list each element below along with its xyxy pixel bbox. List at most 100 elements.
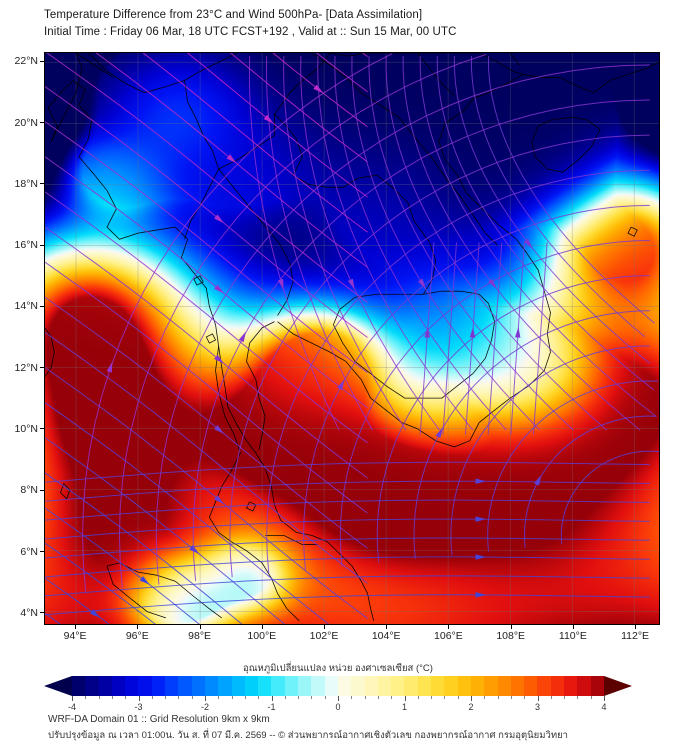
map-plot-area[interactable] [44,52,660,625]
colorbar-minor-tick [364,696,366,699]
y-axis-tick [40,122,44,123]
colorbar-minor-tick [590,696,592,699]
colorbar-major-tick [271,696,273,701]
colorbar-minor-tick [98,696,100,699]
colorbar-tick-label: 2 [468,702,474,712]
colorbar-minor-tick [577,696,579,699]
y-axis-tick [40,367,44,369]
x-axis-tick-label: 102°E [309,630,339,642]
colorbar-tick-label: -3 [134,702,143,712]
colorbar-major-tick [537,696,539,701]
colorbar-minor-tick [258,696,260,699]
x-axis-tick-label: 108°E [496,630,526,642]
colorbar-major-tick [338,696,339,701]
colorbar-major-tick [138,696,140,701]
colorbar-minor-tick [550,696,552,699]
colorbar-minor-tick [510,696,512,699]
colorbar-axis: -4 -3 -2 -1 0 1 2 3 4 [44,696,632,718]
x-axis-tick [199,625,201,629]
colorbar-minor-tick [111,696,113,699]
colorbar-minor-tick [218,696,220,699]
colorbar-tick-label: -2 [200,702,209,712]
colorbar-extend-max-icon [604,676,632,696]
colorbar-tick-label: 0 [335,702,341,712]
colorbar-minor-tick [351,696,353,699]
colorbar-minor-tick [165,696,167,699]
y-axis-tick-label: 6°N [20,545,38,558]
colorbar-minor-tick [85,696,87,699]
colorbar-extend-min-icon [44,676,72,696]
y-axis-tick [40,244,44,246]
colorbar-minor-tick [524,696,526,699]
colorbar-minor-tick [178,696,180,699]
y-axis-tick-label: 20°N [14,116,38,129]
colorbar-tick-label: 1 [401,702,407,712]
map-overlay [45,53,659,624]
x-axis-tick [324,625,325,629]
x-axis-tick [572,625,574,629]
colorbar-minor-tick [564,696,566,699]
x-axis-tick-label: 106°E [434,630,463,642]
colorbar-minor-tick [444,696,446,699]
colorbar-minor-tick [377,696,379,699]
colorbar-minor-tick [231,696,233,699]
x-axis-tick [261,625,263,629]
y-axis-tick-label: 14°N [14,300,38,313]
colorbar-major-tick [404,696,406,701]
chart-title: Temperature Difference from 23°C and Win… [44,9,423,21]
colorbar-tick-label: -4 [67,702,76,712]
x-axis-tick [75,625,77,629]
x-axis-tick [635,625,637,629]
colorbar-tick-label: 4 [601,702,607,712]
y-axis-tick [40,305,44,307]
y-axis-tick [40,489,44,491]
colorbar-major-tick [471,696,472,701]
colorbar-minor-tick [391,696,393,699]
y-axis-tick-label: 8°N [20,484,38,497]
colorbar-tick-label: 3 [534,702,540,712]
chart-subtitle: Initial Time : Friday 06 Mar, 18 UTC FCS… [44,26,457,38]
x-axis-tick-label: 104°E [371,630,401,642]
x-axis-tick-label: 98°E [188,630,212,642]
x-axis-tick-label: 100°E [247,630,277,642]
coastline-layer [45,53,659,622]
colorbar-minor-tick [431,696,433,699]
colorbar-minor-tick [457,696,459,699]
colorbar-major-tick [72,696,73,701]
x-axis-tick [137,625,139,629]
y-axis-tick [40,612,44,614]
x-axis-tick [386,625,388,629]
colorbar-minor-tick [125,696,127,699]
y-axis-tick-label: 10°N [14,422,38,435]
y-axis-tick [40,60,44,62]
colorbar-title: อุณหภูมิเปลี่ยนแปลง หน่วย องศาเซลเซียส (… [243,663,433,674]
colorbar-minor-tick [311,696,313,699]
colorbar-minor-tick [191,696,193,699]
x-axis-tick-label: 96°E [125,630,149,642]
colorbar-minor-tick [244,696,246,699]
footer-domain-info: WRF-DA Domain 01 :: Grid Resolution 9km … [48,714,270,725]
y-axis-tick [40,183,44,185]
colorbar-major-tick [604,696,605,701]
x-axis-tick [448,625,450,629]
colorbar-minor-tick [298,696,300,699]
temperature-field [45,53,659,624]
title-block: Temperature Difference from 23°C and Win… [44,7,664,41]
streamline-layer [45,53,659,624]
x-axis-tick [510,625,512,629]
colorbar-gradient [72,676,604,696]
x-axis-tick-label: 110°E [558,630,587,642]
footer: WRF-DA Domain 01 :: Grid Resolution 9km … [48,712,668,744]
footer-credit: ปรับปรุงข้อมูล ณ เวลา 01:00น. วัน ส. ที่… [48,730,568,741]
y-axis-tick-label: 22°N [14,55,38,68]
x-axis-tick-label: 94°E [63,630,87,642]
y-axis-tick-label: 18°N [14,177,38,190]
y-axis-tick-label: 4°N [20,606,38,619]
y-axis-tick [40,551,44,552]
y-axis-tick [40,428,44,430]
y-axis-tick-label: 16°N [14,239,38,251]
colorbar[interactable] [44,676,632,696]
colorbar-major-tick [205,696,206,701]
colorbar-minor-tick [324,696,326,699]
y-axis-tick-label: 12°N [14,361,38,374]
